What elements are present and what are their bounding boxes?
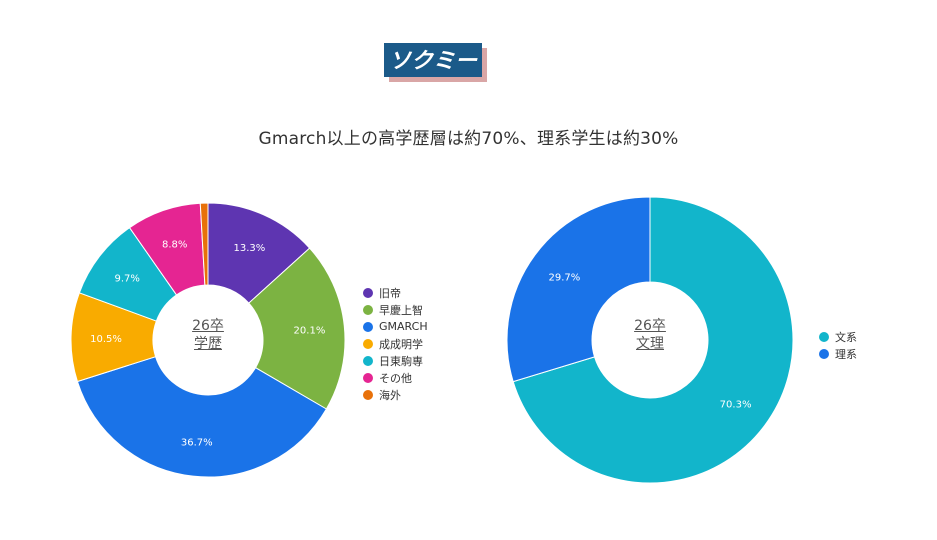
education-center-line-2: 学歴: [194, 336, 222, 352]
education-data-label-0: 13.3%: [233, 243, 265, 254]
sokumy-logo: ソクミー: [384, 43, 487, 82]
education-legend-label-4: 日東駒専: [379, 354, 423, 368]
education-center-label: 26卒 学歴: [168, 317, 248, 353]
education-legend-item-2: GMARCH: [363, 318, 428, 335]
education-legend-swatch-5: [363, 372, 373, 383]
education-legend-label-6: 海外: [379, 388, 401, 402]
education-legend-item-4: 日東駒専: [363, 352, 428, 369]
logo-background: [384, 43, 482, 77]
education-slice-2: [76, 356, 328, 478]
education-center-line-1: 26卒: [192, 318, 224, 334]
education-data-label-1: 20.1%: [294, 325, 326, 336]
education-legend-item-0: 旧帝: [363, 284, 428, 301]
education-data-label-5: 8.8%: [162, 240, 187, 251]
education-legend-label-5: その他: [379, 371, 412, 385]
education-legend-label-0: 旧帝: [379, 286, 401, 300]
education-legend-label-3: 成成明学: [379, 337, 423, 351]
education-legend-item-5: その他: [363, 369, 428, 386]
education-legend-swatch-1: [363, 304, 373, 315]
logo-text: ソクミー: [389, 49, 478, 74]
major-center-line-2: 文理: [636, 336, 664, 352]
education-legend-swatch-4: [363, 355, 373, 366]
education-data-label-2: 36.7%: [181, 437, 213, 448]
major-legend: 文系 理系: [819, 328, 857, 362]
major-legend-label-0: 文系: [835, 330, 857, 344]
major-data-label-0: 70.3%: [720, 399, 752, 410]
education-legend-swatch-2: [363, 321, 373, 332]
headline: Gmarch以上の高学歴層は約70%、理系学生は約30%: [258, 129, 679, 149]
education-legend-swatch-0: [363, 287, 373, 298]
major-data-label-1: 29.7%: [549, 273, 581, 284]
education-legend-item-6: 海外: [363, 386, 428, 403]
major-legend-label-1: 理系: [835, 347, 857, 361]
major-center-label: 26卒 文理: [610, 317, 690, 353]
education-legend-swatch-6: [363, 389, 373, 400]
education-legend-item-1: 早慶上智: [363, 301, 428, 318]
education-data-label-4: 9.7%: [115, 274, 140, 285]
major-slice-0: [512, 196, 794, 484]
major-legend-swatch-1: [819, 348, 829, 359]
education-legend-label-1: 早慶上智: [379, 303, 423, 317]
major-center-line-1: 26卒: [634, 318, 666, 334]
education-legend-swatch-3: [363, 338, 373, 349]
education-slice-1: [248, 247, 346, 410]
education-legend-item-3: 成成明学: [363, 335, 428, 352]
education-legend: 旧帝早慶上智 GMARCH 成成明学日東駒専その他海外: [363, 284, 428, 403]
major-slice-1: [506, 196, 651, 383]
education-data-label-3: 10.5%: [90, 334, 122, 345]
education-legend-label-2: GMARCH: [379, 320, 428, 333]
major-legend-item-0: 文系: [819, 328, 857, 345]
major-legend-swatch-0: [819, 331, 829, 342]
major-legend-item-1: 理系: [819, 345, 857, 362]
education-slice-6: [199, 202, 209, 286]
